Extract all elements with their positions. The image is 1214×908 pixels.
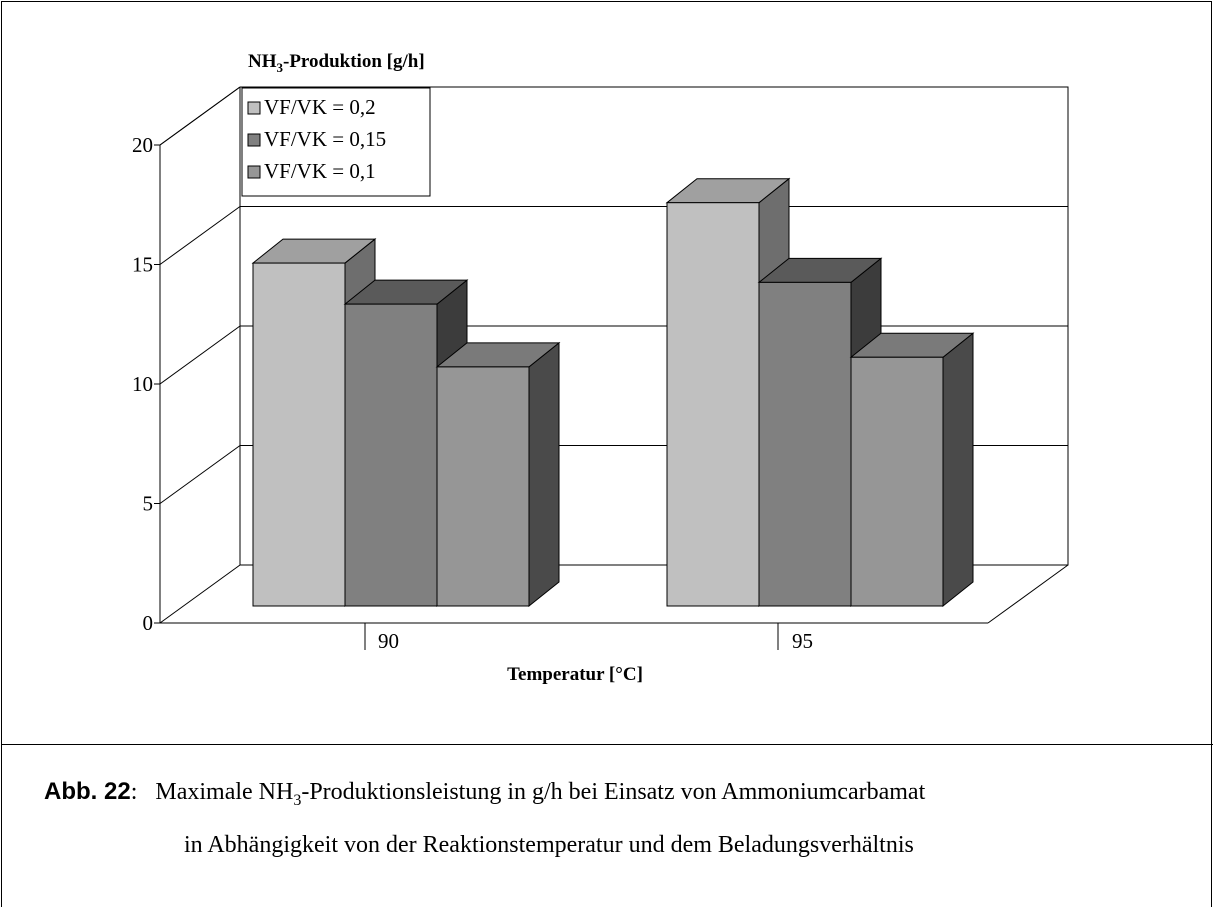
caption-subscript: 3 xyxy=(293,791,302,809)
caption-divider xyxy=(1,744,1213,745)
caption-label: Abb. 22 xyxy=(44,778,131,805)
caption-colon: : xyxy=(130,779,138,805)
bar-front xyxy=(436,366,530,607)
bar-front xyxy=(666,202,760,607)
y-tick-label: 20 xyxy=(132,133,153,157)
gridline-side xyxy=(159,325,241,385)
bar-side xyxy=(528,341,560,608)
floor-right-edge xyxy=(987,564,1069,624)
x-tick-label: 90 xyxy=(378,629,399,653)
y-tick-label: 15 xyxy=(132,253,153,277)
gridline-side xyxy=(159,445,241,504)
y-axis: 0 5 10 15 20 xyxy=(132,133,161,635)
gridline-side xyxy=(159,206,241,265)
chart-bars xyxy=(251,177,975,608)
y-tick-label: 0 xyxy=(143,611,154,635)
x-tick-label: 95 xyxy=(792,629,813,653)
caption-text-a: Maximale NH xyxy=(155,779,294,805)
bar-chart-3d: 0 5 10 15 20 90 95 NH3-Produktion [g/h] Tempe… xyxy=(132,51,1069,685)
x-axis-title: Temperatur [°C] xyxy=(507,664,643,685)
caption-line-1: Abb. 22: Maximale NH3-Produktionsleistun… xyxy=(44,770,1194,823)
y-axis-title: NH3-Produktion [g/h] xyxy=(248,51,425,75)
x-axis: 90 95 xyxy=(364,623,813,653)
legend-label: VF/VK = 0,2 xyxy=(264,95,376,119)
gridline-side xyxy=(159,86,241,146)
caption-text-b: -Produktionsleistung in g/h bei Einsatz … xyxy=(301,779,926,805)
legend-box xyxy=(241,87,431,197)
bar-front xyxy=(758,281,852,607)
bar-front xyxy=(344,303,438,607)
bar-front xyxy=(850,356,944,607)
left-wall-bottom-edge xyxy=(159,564,241,624)
y-tick-label: 10 xyxy=(132,372,153,396)
legend-label: VF/VK = 0,15 xyxy=(264,127,386,151)
caption-line-2: in Abhängigkeit von der Reaktionstempera… xyxy=(184,831,914,858)
figure-caption: Abb. 22: Maximale NH3-Produktionsleistun… xyxy=(44,770,1194,867)
y-tick-label: 5 xyxy=(143,492,154,516)
legend-label: VF/VK = 0,1 xyxy=(264,159,376,183)
bar-side xyxy=(942,332,974,608)
bar-95-2 xyxy=(849,332,975,608)
legend-swatch xyxy=(247,101,261,115)
bar-90-2 xyxy=(435,341,561,608)
bar-front xyxy=(252,262,346,607)
legend-swatch xyxy=(247,133,261,147)
legend-swatch xyxy=(247,165,261,179)
chart-legend: VF/VK = 0,2 VF/VK = 0,15 VF/VK = 0,1 xyxy=(241,87,431,197)
